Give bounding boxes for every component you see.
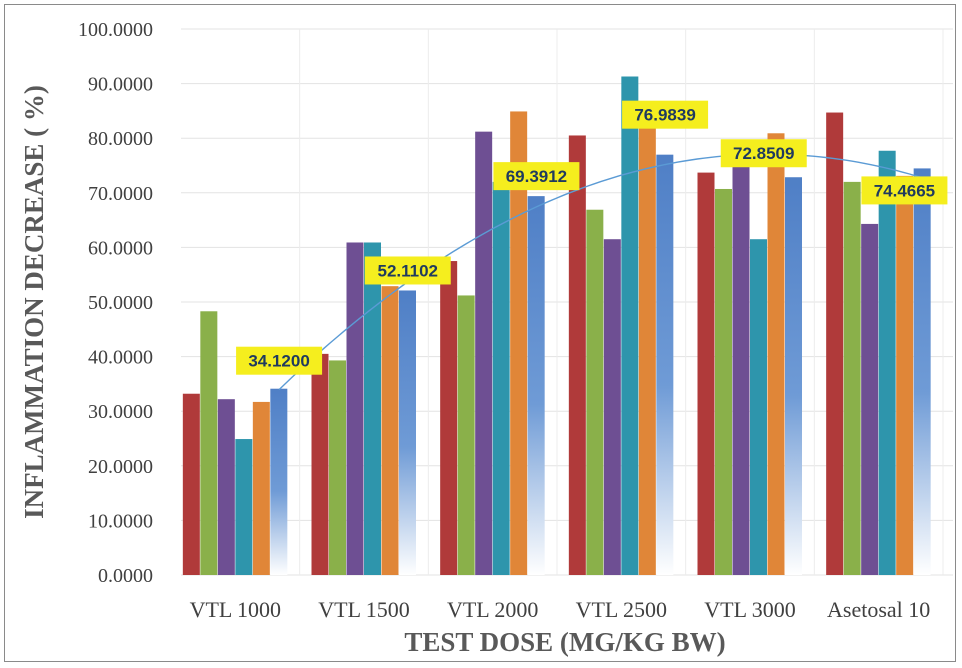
data-label-text: 34.1200: [248, 352, 309, 371]
bar: [200, 311, 218, 575]
bar: [440, 261, 458, 575]
data-label: 72.8509: [720, 139, 807, 168]
bar: [270, 388, 288, 575]
bar: [826, 112, 844, 576]
bar: [656, 154, 674, 575]
y-tick-label: 20.0000: [88, 456, 153, 478]
bar: [568, 135, 586, 575]
bar: [235, 439, 253, 575]
data-label-box: [720, 139, 807, 168]
data-label-text: 76.9839: [634, 106, 695, 125]
bar: [621, 76, 639, 575]
bar: [364, 242, 381, 575]
bar: [697, 172, 715, 575]
bar: [311, 353, 329, 575]
data-label: 34.1200: [236, 346, 323, 375]
data-label-text: 74.4665: [874, 181, 935, 200]
bar: [715, 188, 732, 575]
bar: [843, 181, 861, 575]
y-axis-tick-labels: 0.0000 10.0000 20.0000 30.0000 40.0000 50.000…: [78, 19, 153, 587]
y-tick-label: 40.0000: [88, 347, 153, 369]
y-tick-label: 50.0000: [88, 292, 153, 314]
data-label: 52.1102: [364, 256, 451, 285]
bars: [182, 76, 931, 576]
bar: [861, 223, 879, 575]
x-tick-label: VTL 2000: [447, 597, 538, 622]
data-label: 69.3912: [493, 162, 580, 191]
data-label-box: [236, 346, 323, 375]
x-axis-category-labels: VTL 1000 VTL 1500 VTL 2000 VTL 2500 VTL 3000…: [190, 597, 931, 622]
x-tick-label: VTL 1000: [190, 597, 281, 622]
bar: [399, 290, 416, 575]
y-tick-label: 10.0000: [88, 510, 153, 532]
y-axis-title: INFLAMMATION DECREASE ( %): [19, 85, 49, 519]
y-tick-label: 90.0000: [88, 74, 153, 96]
bar: [182, 393, 200, 575]
bar: [346, 242, 364, 575]
bar: [638, 122, 656, 576]
x-tick-label: Asetosal 10: [827, 597, 930, 622]
data-label: 74.4665: [861, 176, 948, 205]
data-label-text: 72.8509: [733, 144, 794, 163]
data-labels: 34.1200 52.1102 69.3912 76.9839 72.8509 74.46…: [236, 100, 948, 375]
data-label-box: [493, 162, 580, 191]
bar: [492, 181, 510, 575]
data-label: 76.9839: [622, 100, 709, 129]
x-tick-label: VTL 1500: [318, 597, 409, 622]
y-tick-label: 100.0000: [78, 19, 153, 41]
chart-frame: 0.0000 10.0000 20.0000 30.0000 40.0000 50.000…: [4, 4, 956, 662]
bar: [510, 111, 528, 576]
bar: [603, 239, 621, 575]
y-tick-label: 60.0000: [88, 237, 153, 259]
data-label-box: [861, 176, 948, 205]
gridlines: [181, 28, 953, 576]
bar-chart: 0.0000 10.0000 20.0000 30.0000 40.0000 50.000…: [19, 19, 953, 657]
bar: [586, 209, 604, 575]
x-tick-label: VTL 3000: [704, 597, 795, 622]
y-tick-label: 80.0000: [88, 128, 153, 150]
trendline: [278, 153, 923, 391]
bar: [457, 295, 475, 575]
bar: [878, 150, 896, 575]
y-tick-label: 70.0000: [88, 183, 153, 205]
bar: [329, 360, 346, 575]
bar: [527, 196, 545, 575]
y-tick-label: 0.0000: [98, 565, 153, 587]
bar: [217, 399, 235, 575]
bar: [750, 239, 767, 575]
y-tick-label: 30.0000: [88, 401, 153, 423]
bar: [475, 131, 493, 575]
data-label-text: 52.1102: [377, 261, 438, 280]
bar: [913, 168, 931, 575]
bar: [732, 150, 750, 575]
bar: [252, 401, 270, 575]
data-label-box: [364, 256, 451, 285]
bar: [785, 177, 802, 576]
x-tick-label: VTL 2500: [576, 597, 667, 622]
data-label-text: 69.3912: [506, 167, 567, 186]
bar: [767, 133, 785, 575]
x-axis-title: TEST DOSE (MG/KG BW): [404, 627, 725, 657]
bar: [896, 175, 914, 575]
bar: [381, 286, 399, 575]
data-label-box: [622, 100, 709, 129]
